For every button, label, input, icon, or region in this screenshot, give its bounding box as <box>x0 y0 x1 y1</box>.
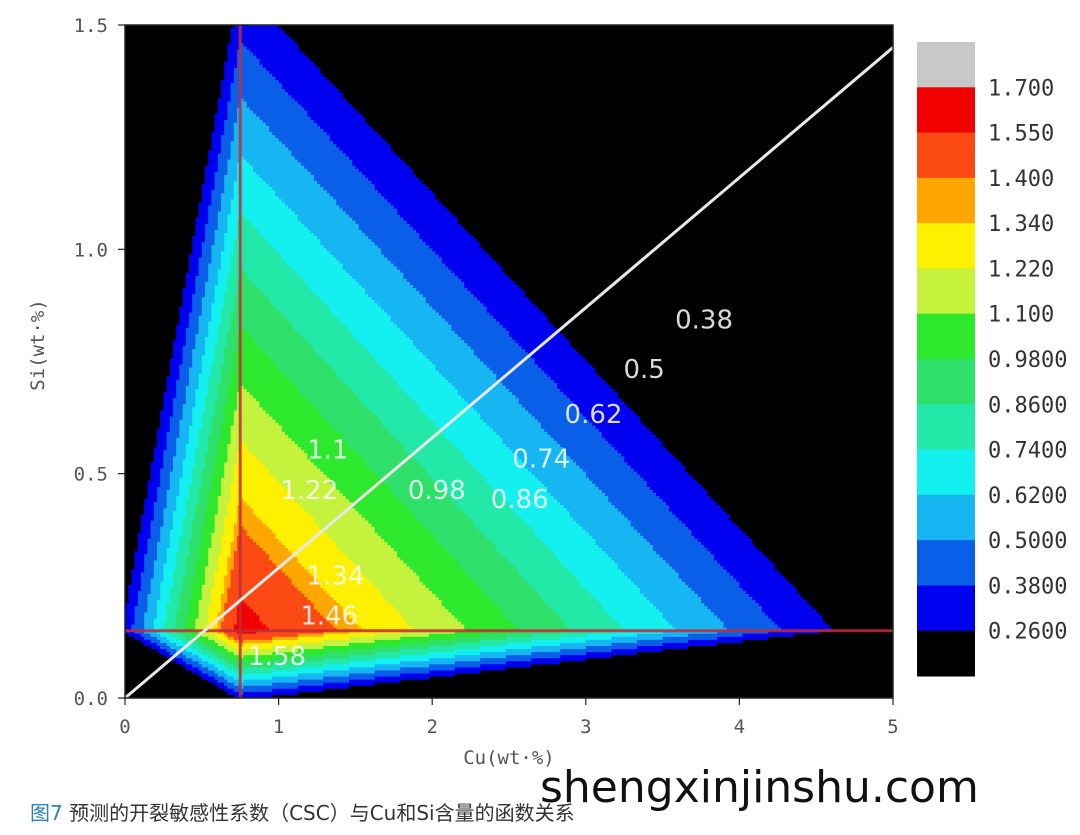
plot-area: 0.380.50.620.740.860.981.11.221.341.461.… <box>125 25 894 699</box>
contour-chart: 0.380.50.620.740.860.981.11.221.341.461.… <box>0 0 1080 790</box>
